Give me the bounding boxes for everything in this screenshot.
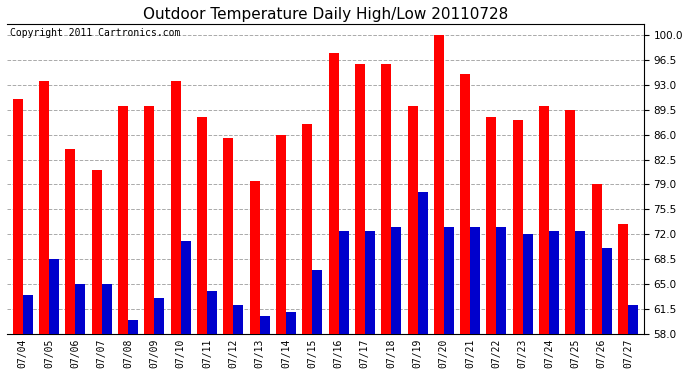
Bar	[224, 138, 233, 334]
Title: Outdoor Temperature Daily High/Low 20110728: Outdoor Temperature Daily High/Low 20110…	[143, 7, 508, 22]
Bar	[365, 231, 375, 334]
Bar	[434, 35, 444, 334]
Bar	[408, 106, 417, 334]
Bar	[565, 110, 575, 334]
Bar	[259, 316, 270, 334]
Bar	[233, 305, 244, 334]
Bar	[355, 64, 365, 334]
Text: Copyright 2011 Cartronics.com: Copyright 2011 Cartronics.com	[10, 28, 181, 38]
Bar	[575, 231, 585, 334]
Bar	[49, 259, 59, 334]
Bar	[101, 284, 112, 334]
Bar	[66, 149, 75, 334]
Bar	[170, 81, 181, 334]
Bar	[23, 295, 32, 334]
Bar	[539, 106, 549, 334]
Bar	[276, 135, 286, 334]
Bar	[523, 234, 533, 334]
Bar	[381, 64, 391, 334]
Bar	[128, 320, 138, 334]
Bar	[513, 120, 523, 334]
Bar	[618, 224, 628, 334]
Bar	[444, 227, 454, 334]
Bar	[207, 291, 217, 334]
Bar	[144, 106, 155, 334]
Bar	[118, 106, 128, 334]
Bar	[328, 53, 339, 334]
Bar	[286, 312, 296, 334]
Bar	[39, 81, 49, 334]
Bar	[496, 227, 506, 334]
Bar	[92, 170, 101, 334]
Bar	[486, 117, 496, 334]
Bar	[417, 192, 428, 334]
Bar	[470, 227, 480, 334]
Bar	[75, 284, 86, 334]
Bar	[628, 305, 638, 334]
Bar	[12, 99, 23, 334]
Bar	[155, 298, 164, 334]
Bar	[391, 227, 401, 334]
Bar	[197, 117, 207, 334]
Bar	[460, 74, 470, 334]
Bar	[602, 249, 612, 334]
Bar	[592, 184, 602, 334]
Bar	[549, 231, 559, 334]
Bar	[250, 181, 259, 334]
Bar	[339, 231, 348, 334]
Bar	[302, 124, 313, 334]
Bar	[181, 242, 190, 334]
Bar	[313, 270, 322, 334]
